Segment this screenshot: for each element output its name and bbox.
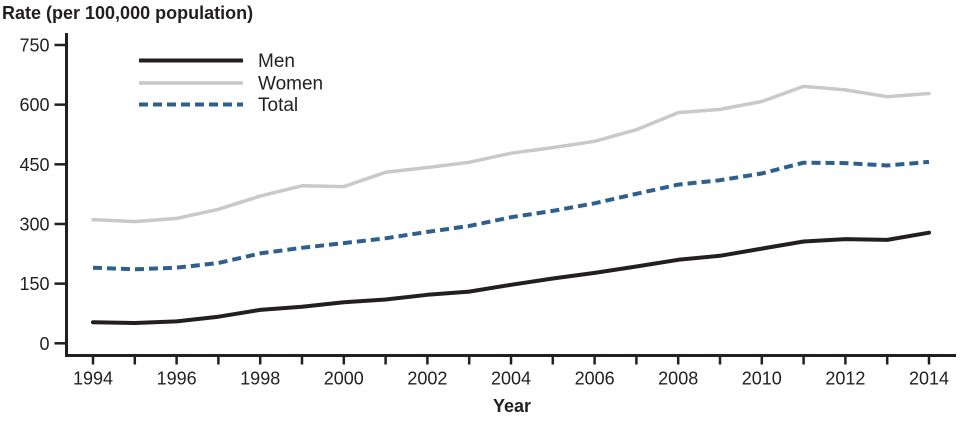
legend-label-total: Total	[258, 95, 298, 116]
x-tick-label: 2008	[658, 369, 698, 389]
y-tick-label: 0	[39, 334, 49, 354]
x-tick-label: 2004	[491, 369, 531, 389]
x-axis: 1994 1996 1998 2000 2002 2004 2006 2008 2010 2012…	[65, 354, 956, 389]
y-tick-label: 300	[19, 214, 49, 234]
series-line-women	[91, 84, 931, 224]
x-axis-title: Year	[493, 396, 531, 416]
y-tick-label: 450	[19, 155, 49, 175]
x-tick-label: 2014	[909, 369, 949, 389]
x-tick-label: 1996	[157, 369, 197, 389]
plot-lines	[91, 84, 931, 325]
x-tick-label: 2002	[407, 369, 447, 389]
y-tick-label: 750	[19, 36, 49, 56]
x-tick-label: 2010	[742, 369, 782, 389]
legend-swatches	[139, 58, 243, 107]
legend: Men Women Total	[139, 51, 323, 116]
y-axis: 0 150 300 450 600 750	[19, 33, 68, 356]
legend-label-women: Women	[258, 74, 323, 95]
legend-label-men: Men	[258, 51, 295, 72]
y-tick-label: 150	[19, 274, 49, 294]
x-tick-label: 2012	[825, 369, 865, 389]
series-line-total	[92, 159, 930, 272]
y-tick-label: 600	[19, 95, 49, 115]
x-tick-label: 1998	[240, 369, 280, 389]
x-tick-label: 2006	[575, 369, 615, 389]
x-tick-label: 1994	[73, 369, 113, 389]
chart-title: Rate (per 100,000 population)	[2, 3, 253, 23]
x-tick-label: 2000	[324, 369, 364, 389]
series-line-men	[91, 230, 931, 325]
